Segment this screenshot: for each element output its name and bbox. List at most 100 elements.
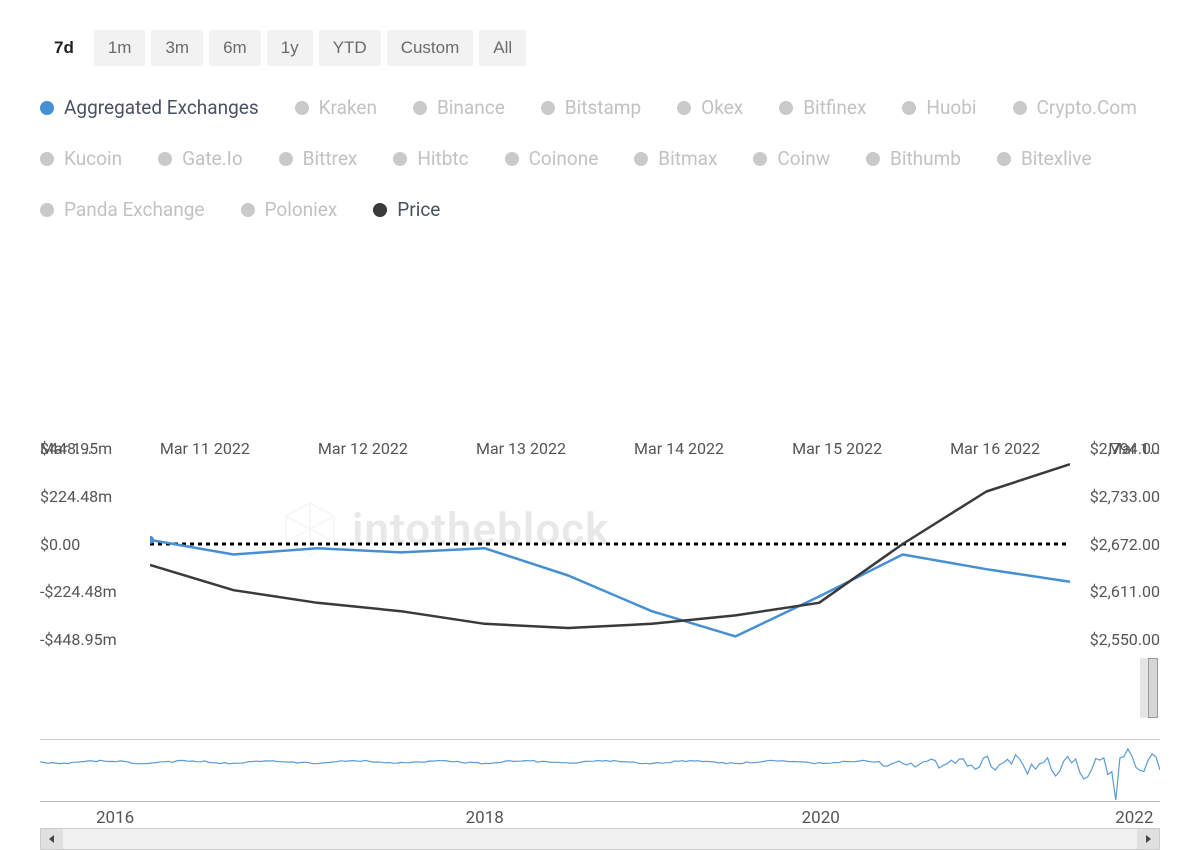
series-aggregated xyxy=(150,540,1070,637)
legend-label: Crypto.Com xyxy=(1037,96,1137,119)
legend-dot-icon xyxy=(40,101,54,115)
mini-series-line xyxy=(40,749,1160,800)
legend-label: Bitstamp xyxy=(565,96,641,119)
y-left-tick: $224.48m xyxy=(40,487,117,506)
scroll-track[interactable] xyxy=(63,829,1137,849)
y-right-tick: $2,794.00 xyxy=(1090,439,1160,458)
legend-item-poloniex[interactable]: Poloniex xyxy=(241,198,338,221)
legend-item-huobi[interactable]: Huobi xyxy=(902,96,976,119)
time-range-all[interactable]: All xyxy=(479,30,526,66)
legend-dot-icon xyxy=(779,101,793,115)
legend-label: Binance xyxy=(437,96,505,119)
y-left-tick: -$224.48m xyxy=(40,582,117,601)
legend-label: Hitbtc xyxy=(417,147,468,170)
legend-dot-icon xyxy=(373,203,387,217)
legend-label: Price xyxy=(397,198,440,221)
legend-dot-icon xyxy=(997,152,1011,166)
mini-chart[interactable] xyxy=(40,742,1160,802)
legend-dot-icon xyxy=(634,152,648,166)
time-range-1y[interactable]: 1y xyxy=(267,30,313,66)
legend-dot-icon xyxy=(40,152,54,166)
y-left-tick: -$448.95m xyxy=(40,630,117,649)
legend-label: Bitfinex xyxy=(803,96,866,119)
legend-item-kucoin[interactable]: Kucoin xyxy=(40,147,122,170)
legend-dot-icon xyxy=(902,101,916,115)
legend-dot-icon xyxy=(393,152,407,166)
legend-label: Bittrex xyxy=(303,147,358,170)
selection-overlay xyxy=(1140,658,1148,718)
legend-item-coinone[interactable]: Coinone xyxy=(505,147,599,170)
mini-chart-svg[interactable] xyxy=(40,742,1160,802)
legend-dot-icon xyxy=(541,101,555,115)
time-range-7d[interactable]: 7d xyxy=(40,30,88,66)
mini-year-label: 2020 xyxy=(802,808,840,828)
legend-label: Coinw xyxy=(777,147,830,170)
y-axis-left: $448.95m $224.48m $0.00 -$224.48m -$448.95m xyxy=(40,439,117,649)
legend-item-coinw[interactable]: Coinw xyxy=(753,147,830,170)
legend-label: Bithumb xyxy=(890,147,961,170)
legend-item-kraken[interactable]: Kraken xyxy=(295,96,377,119)
mini-year-label: 2018 xyxy=(466,808,504,828)
y-right-tick: $2,550.00 xyxy=(1090,630,1160,649)
legend-item-panda-exchange[interactable]: Panda Exchange xyxy=(40,198,205,221)
triangle-left-icon xyxy=(48,834,56,844)
y-right-tick: $2,672.00 xyxy=(1090,535,1160,554)
legend-dot-icon xyxy=(295,101,309,115)
time-range-6m[interactable]: 6m xyxy=(209,30,261,66)
legend-label: Kraken xyxy=(319,96,377,119)
legend-item-aggregated-exchanges[interactable]: Aggregated Exchanges xyxy=(40,96,259,119)
legend-item-okex[interactable]: Okex xyxy=(677,96,743,119)
legend-item-bitfinex[interactable]: Bitfinex xyxy=(779,96,866,119)
legend-dot-icon xyxy=(158,152,172,166)
mini-year-label: 2022 xyxy=(1115,808,1153,828)
selection-handle[interactable] xyxy=(1148,658,1158,718)
legend-label: Coinone xyxy=(529,147,599,170)
y-left-tick: $0.00 xyxy=(40,535,117,554)
legend-label: Okex xyxy=(701,96,743,119)
time-range-1m[interactable]: 1m xyxy=(94,30,146,66)
main-chart-svg[interactable] xyxy=(150,439,1070,649)
chart-legend: Aggregated Exchanges Kraken Binance Bitstam… xyxy=(40,96,1160,221)
legend-dot-icon xyxy=(279,152,293,166)
range-selector: 2016 2018 2020 2022 xyxy=(40,739,1160,850)
scroll-right-button[interactable] xyxy=(1137,829,1159,849)
legend-item-price[interactable]: Price xyxy=(373,198,440,221)
legend-item-hitbtc[interactable]: Hitbtc xyxy=(393,147,468,170)
time-range-3m[interactable]: 3m xyxy=(151,30,203,66)
legend-item-bithumb[interactable]: Bithumb xyxy=(866,147,961,170)
series-price xyxy=(150,464,1070,628)
legend-item-bitmax[interactable]: Bitmax xyxy=(634,147,717,170)
legend-dot-icon xyxy=(866,152,880,166)
legend-dot-icon xyxy=(40,203,54,217)
mini-year-label: 2016 xyxy=(96,808,134,828)
time-range-ytd[interactable]: YTD xyxy=(319,30,381,66)
y-left-tick: $448.95m xyxy=(40,439,117,458)
scroll-left-button[interactable] xyxy=(41,829,63,849)
mini-year-labels: 2016 2018 2020 2022 xyxy=(40,802,1160,828)
legend-item-crypto-com[interactable]: Crypto.Com xyxy=(1013,96,1137,119)
legend-label: Aggregated Exchanges xyxy=(64,96,259,119)
legend-label: Huobi xyxy=(926,96,976,119)
legend-dot-icon xyxy=(241,203,255,217)
legend-dot-icon xyxy=(1013,101,1027,115)
y-right-tick: $2,733.00 xyxy=(1090,487,1160,506)
legend-item-bitexlive[interactable]: Bitexlive xyxy=(997,147,1092,170)
legend-dot-icon xyxy=(413,101,427,115)
legend-dot-icon xyxy=(677,101,691,115)
legend-item-bittrex[interactable]: Bittrex xyxy=(279,147,358,170)
main-chart: intotheblock $448.95m$224.48m$0.00-$224.… xyxy=(40,439,1160,699)
legend-dot-icon xyxy=(753,152,767,166)
legend-label: Kucoin xyxy=(64,147,122,170)
legend-label: Bitexlive xyxy=(1021,147,1092,170)
time-range-buttons: 7d1m3m6m1yYTDCustomAll xyxy=(40,30,1160,66)
legend-dot-icon xyxy=(505,152,519,166)
y-axis-right: $2,794.00$2,733.00$2,672.00$2,611.00$2,5… xyxy=(1090,439,1160,649)
range-scrollbar xyxy=(40,828,1160,850)
legend-item-bitstamp[interactable]: Bitstamp xyxy=(541,96,641,119)
legend-label: Panda Exchange xyxy=(64,198,205,221)
legend-label: Bitmax xyxy=(658,147,717,170)
legend-item-gate-io[interactable]: Gate.Io xyxy=(158,147,243,170)
time-range-custom[interactable]: Custom xyxy=(387,30,474,66)
legend-item-binance[interactable]: Binance xyxy=(413,96,505,119)
legend-label: Poloniex xyxy=(265,198,338,221)
